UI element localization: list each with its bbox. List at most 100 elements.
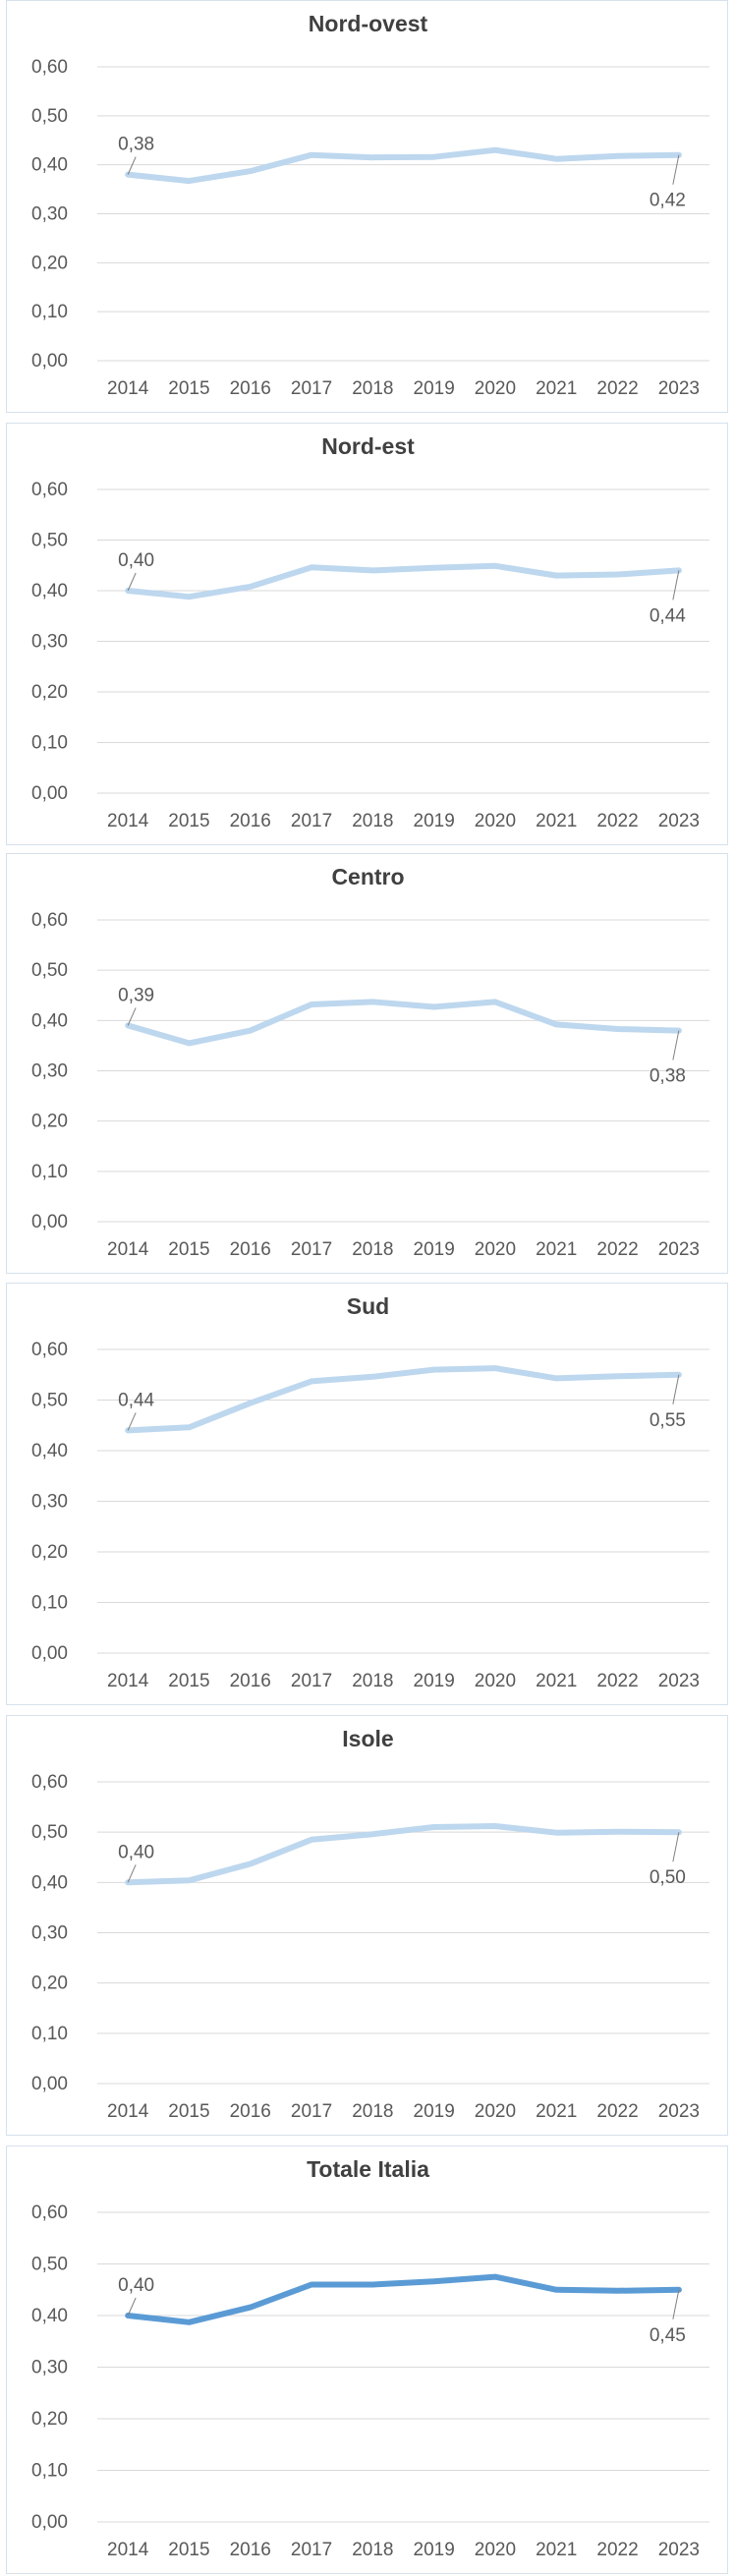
x-tick-label: 2019 [414, 2101, 455, 2122]
x-tick-label: 2015 [168, 2540, 209, 2560]
x-tick-label: 2016 [230, 1671, 271, 1691]
y-tick-label: 0,30 [31, 2358, 68, 2378]
x-tick-label: 2018 [352, 1671, 393, 1691]
chart-title: Centro [331, 864, 404, 889]
y-tick-label: 0,60 [31, 57, 68, 78]
data-label-leader [127, 572, 137, 592]
line-chart-svg: Nord-est 0,00 0,10 0,20 0,30 0,40 0,50 0,60 2014… [31, 433, 709, 831]
x-tick-label: 2021 [536, 2540, 577, 2560]
x-tick-label: 2023 [658, 378, 700, 399]
line-chart-svg: Centro 0,00 0,10 0,20 0,30 0,40 0,50 0,60 2014 20… [31, 864, 709, 1260]
x-tick-label: 2015 [168, 1239, 209, 1260]
y-tick-label: 0,50 [31, 531, 68, 551]
line-chart-svg: Nord-ovest 0,00 0,10 0,20 0,30 0,40 0,50 0,60 20… [31, 11, 709, 399]
y-tick-label: 0,40 [31, 155, 68, 176]
x-tick-label: 2022 [596, 2540, 638, 2560]
data-label-leader [672, 570, 680, 601]
x-tick-label: 2017 [291, 1239, 332, 1260]
data-label-leader [127, 1007, 137, 1026]
x-tick-label: 2018 [352, 2540, 393, 2560]
x-tick-label: 2014 [107, 2101, 149, 2122]
series-line [125, 999, 682, 1047]
x-tick-label: 2019 [414, 1671, 455, 1691]
y-tick-label: 0,10 [31, 302, 68, 322]
x-tick-label: 2023 [658, 1671, 700, 1691]
x-tick-label: 2020 [475, 378, 516, 399]
x-tick-label: 2014 [107, 2540, 149, 2560]
y-tick-label: 0,20 [31, 1112, 68, 1132]
data-label-last: 0,44 [650, 605, 686, 626]
y-tick-label: 0,60 [31, 1772, 68, 1793]
x-tick-label: 2016 [230, 378, 271, 399]
y-tick-label: 0,30 [31, 1061, 68, 1082]
x-tick-label: 2020 [475, 1239, 516, 1260]
chart-title: Nord-est [321, 433, 415, 459]
series-line [125, 1823, 682, 1886]
series-line [125, 1365, 682, 1434]
chart-panel-4: Sud 0,00 0,10 0,20 0,30 0,40 0,50 0,60 2014 2015 2… [6, 1283, 728, 1705]
data-label-leader [127, 1412, 137, 1431]
y-tick-label: 0,00 [31, 2074, 68, 2094]
y-tick-label: 0,40 [31, 581, 68, 601]
x-tick-label: 2019 [414, 2540, 455, 2560]
data-label-last: 0,50 [650, 1867, 686, 1888]
y-tick-label: 0,10 [31, 2461, 68, 2482]
data-label-first: 0,38 [118, 135, 154, 155]
y-tick-label: 0,10 [31, 2024, 68, 2044]
y-tick-label: 0,30 [31, 632, 68, 653]
x-tick-label: 2020 [475, 811, 516, 831]
y-tick-label: 0,20 [31, 2409, 68, 2430]
chart-panel-2: Nord-est 0,00 0,10 0,20 0,30 0,40 0,50 0,60 2014… [6, 423, 728, 845]
data-label-leader [672, 154, 680, 185]
x-tick-label: 2023 [658, 1239, 700, 1260]
y-tick-label: 0,40 [31, 1872, 68, 1893]
x-tick-label: 2014 [107, 1239, 149, 1260]
y-tick-label: 0,40 [31, 2306, 68, 2326]
y-tick-label: 0,60 [31, 480, 68, 500]
data-label-leader [672, 1030, 680, 1060]
data-label-leader [672, 1374, 680, 1404]
x-tick-label: 2014 [107, 378, 149, 399]
data-label-last: 0,42 [650, 191, 686, 211]
line-chart-svg: Sud 0,00 0,10 0,20 0,30 0,40 0,50 0,60 2014 2015 2… [31, 1293, 709, 1691]
data-label-first: 0,44 [118, 1390, 154, 1410]
y-tick-label: 0,30 [31, 1923, 68, 1944]
y-tick-label: 0,30 [31, 1492, 68, 1513]
y-tick-label: 0,00 [31, 1643, 68, 1664]
x-tick-label: 2018 [352, 2101, 393, 2122]
data-label-last: 0,38 [650, 1066, 686, 1087]
data-label-leader [672, 1832, 680, 1862]
y-tick-label: 0,20 [31, 1974, 68, 1994]
line-chart-svg: Totale Italia 0,00 0,10 0,20 0,30 0,40 0,50 0,6… [31, 2156, 709, 2560]
x-tick-label: 2023 [658, 811, 700, 831]
x-tick-label: 2016 [230, 1239, 271, 1260]
y-tick-label: 0,40 [31, 1010, 68, 1031]
data-label-leader [127, 1864, 137, 1883]
chart-panel-3: Centro 0,00 0,10 0,20 0,30 0,40 0,50 0,60 2014 20… [6, 853, 728, 1274]
data-label-first: 0,40 [118, 2275, 154, 2296]
x-tick-label: 2021 [536, 811, 577, 831]
y-tick-label: 0,50 [31, 960, 68, 981]
x-tick-label: 2015 [168, 2101, 209, 2122]
x-tick-label: 2021 [536, 1671, 577, 1691]
x-tick-label: 2020 [475, 1671, 516, 1691]
x-tick-label: 2018 [352, 811, 393, 831]
y-tick-label: 0,40 [31, 1441, 68, 1461]
y-tick-label: 0,20 [31, 253, 68, 273]
x-tick-label: 2016 [230, 811, 271, 831]
data-label-leader [127, 156, 137, 175]
x-tick-label: 2018 [352, 378, 393, 399]
line-chart-svg: Isole 0,00 0,10 0,20 0,30 0,40 0,50 0,60 2014 201… [31, 1726, 709, 2122]
x-tick-label: 2014 [107, 811, 149, 831]
y-tick-label: 0,00 [31, 2512, 68, 2533]
x-tick-label: 2019 [414, 811, 455, 831]
y-tick-label: 0,00 [31, 351, 68, 372]
chart-panel-5: Isole 0,00 0,10 0,20 0,30 0,40 0,50 0,60 2014 201… [6, 1715, 728, 2136]
chart-title: Sud [347, 1293, 389, 1319]
chart-panel-1: Nord-ovest 0,00 0,10 0,20 0,30 0,40 0,50 0,60 20… [6, 0, 728, 413]
y-tick-label: 0,10 [31, 733, 68, 754]
x-tick-label: 2021 [536, 378, 577, 399]
x-tick-label: 2015 [168, 811, 209, 831]
y-tick-label: 0,20 [31, 1542, 68, 1563]
